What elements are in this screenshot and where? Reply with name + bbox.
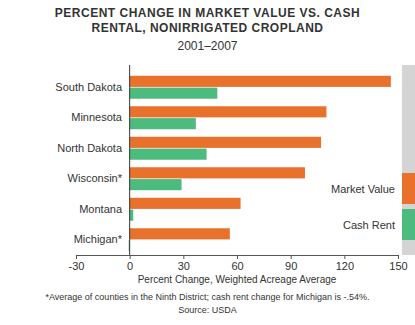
annotation: Source: USDA [178, 305, 237, 315]
bar [130, 118, 196, 129]
category-label: Michigan* [74, 233, 123, 245]
legend-swatch [402, 209, 415, 240]
bar [130, 149, 207, 160]
bar [130, 137, 321, 148]
title-group: PERCENT CHANGE IN MARKET VALUE VS. CASHR… [55, 6, 360, 53]
legend-label: Cash Rent [343, 219, 395, 231]
x-tick-mark [291, 255, 292, 259]
x-tick-label: 90 [285, 260, 297, 272]
category-label: North Dakota [57, 142, 123, 154]
x-tick: 30 [178, 255, 190, 272]
x-tick: 150 [389, 255, 407, 272]
bars [129, 76, 391, 251]
x-tick: 0 [127, 255, 133, 272]
x-tick-label: 120 [336, 260, 354, 272]
y-tick: North Dakota [57, 142, 123, 154]
x-tick: 90 [285, 255, 297, 272]
subtitle: 2001–2007 [177, 39, 237, 53]
annotation: *Average of counties in the Ninth Distri… [46, 292, 370, 302]
bar [130, 228, 230, 239]
title-line: PERCENT CHANGE IN MARKET VALUE VS. CASH [55, 6, 360, 20]
x-tick-mark [130, 255, 131, 259]
series [130, 76, 391, 240]
x-tick-label: 30 [178, 260, 190, 272]
x-axis-title: Percent Change, Weighted Acreage Average [138, 274, 337, 285]
x-tick-mark [344, 255, 345, 259]
bar [130, 198, 241, 209]
x-tick-label: 60 [231, 260, 243, 272]
bar [130, 210, 134, 221]
legend-label: Market Value [331, 183, 395, 195]
category-label: Wisconsin* [68, 172, 123, 184]
background [0, 0, 415, 325]
x-axis: -30 0 30 60 90 120 150 [69, 255, 408, 272]
x-tick-label: 150 [389, 260, 407, 272]
bar [130, 167, 305, 178]
x-tick-label: 0 [127, 260, 133, 272]
y-tick: Montana [79, 203, 123, 215]
x-tick-mark [398, 255, 399, 259]
category-label: Minnesota [71, 111, 123, 123]
bar [130, 106, 327, 117]
x-tick: 120 [336, 255, 354, 272]
legend: Market Value Cash Rent [331, 65, 415, 255]
x-axis-line [77, 256, 399, 260]
y-tick: Minnesota [71, 111, 123, 123]
title: PERCENT CHANGE IN MARKET VALUE VS. CASHR… [55, 6, 360, 35]
baseline [129, 65, 130, 255]
x-tick-label: -30 [69, 260, 85, 272]
y-axis: South Dakota Minnesota North Dakota Wiscons… [55, 81, 123, 246]
bar [130, 88, 218, 99]
title-line: RENTAL, NONIRRIGATED CROPLAND [91, 21, 323, 35]
legend-strip [402, 65, 415, 255]
chart: PERCENT CHANGE IN MARKET VALUE VS. CASHR… [0, 0, 415, 325]
y-tick: Wisconsin* [68, 172, 123, 184]
category-label: Montana [79, 203, 123, 215]
series [129, 88, 218, 252]
x-tick: -30 [69, 255, 85, 272]
bar [130, 76, 391, 87]
x-tick-mark [76, 255, 77, 259]
legend-swatch [402, 173, 415, 204]
y-tick: South Dakota [55, 81, 123, 93]
category-label: South Dakota [55, 81, 123, 93]
x-tick-mark [183, 255, 184, 259]
bar [130, 179, 182, 190]
y-tick: Michigan* [74, 233, 123, 245]
x-tick: 60 [231, 255, 243, 272]
x-tick-mark [237, 255, 238, 259]
